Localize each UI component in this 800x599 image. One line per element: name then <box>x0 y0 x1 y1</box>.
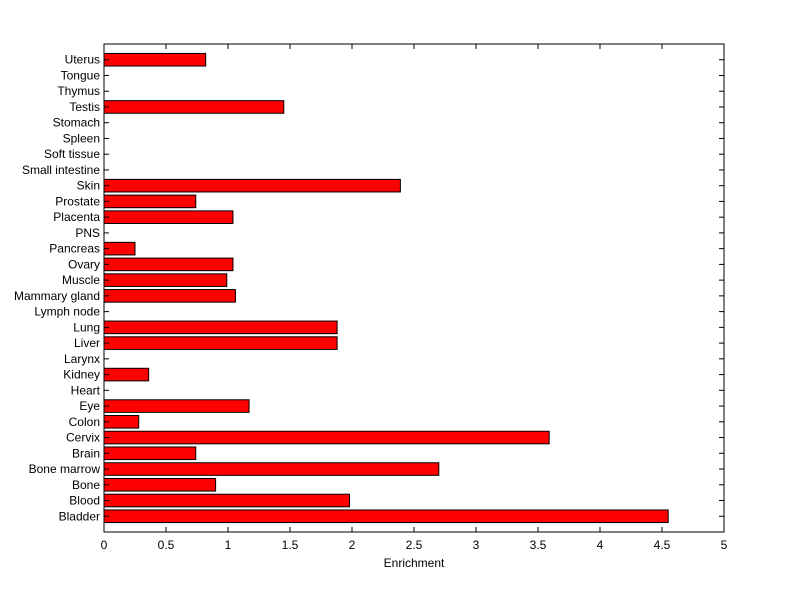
bar-eye <box>103 399 250 413</box>
y-tick-label: Small intestine <box>22 163 100 177</box>
x-tick-label: 3 <box>473 538 480 552</box>
y-tick-label: Prostate <box>55 194 100 208</box>
x-tick-label: 5 <box>721 538 728 552</box>
x-tick-label: 0.5 <box>158 538 175 552</box>
y-tick-label: Ovary <box>68 257 100 271</box>
x-tick-label: 0 <box>101 538 108 552</box>
y-tick-label: Bone marrow <box>29 462 101 476</box>
bar-kidney <box>103 367 150 382</box>
bar-bone-marrow <box>103 462 440 476</box>
y-tick-label: Brain <box>72 446 100 460</box>
bar-uterus <box>103 52 207 67</box>
bar-cervix <box>103 430 550 445</box>
bar-placenta <box>103 210 234 224</box>
x-tick-label: 4 <box>597 538 604 552</box>
y-tick-label: Lung <box>73 320 100 334</box>
y-tick-label: Skin <box>77 179 100 193</box>
y-tick-label: Kidney <box>63 368 100 382</box>
bar-testis <box>103 100 285 114</box>
x-tick-label: 3.5 <box>530 538 547 552</box>
y-tick-label: Colon <box>69 415 100 429</box>
y-tick-label: Lymph node <box>34 305 100 319</box>
y-tick-label: Larynx <box>64 352 100 366</box>
x-axis-ticks: 0 0.5 1 1.5 2 2.5 3 3.5 4 4.5 5 <box>101 44 728 552</box>
x-axis-label: Enrichment <box>384 556 445 570</box>
bar-blood <box>103 493 351 508</box>
bar-muscle <box>103 273 228 287</box>
bar-lung <box>103 320 338 335</box>
y-tick-label: Liver <box>74 336 100 350</box>
bars-group <box>103 52 669 524</box>
x-tick-label: 2.5 <box>406 538 423 552</box>
bar-brain <box>103 446 197 461</box>
y-tick-label: Testis <box>69 100 100 114</box>
y-tick-label: Eye <box>79 399 100 413</box>
y-tick-label: Stomach <box>53 116 100 130</box>
x-tick-label: 1 <box>225 538 232 552</box>
y-tick-label: Bone <box>72 478 100 492</box>
y-tick-label: Pancreas <box>49 242 100 256</box>
y-tick-label: PNS <box>75 226 100 240</box>
y-tick-label: Thymus <box>57 84 100 98</box>
y-tick-label: Spleen <box>63 131 100 145</box>
bar-skin <box>103 178 401 193</box>
bar-prostate <box>103 194 197 209</box>
y-tick-label: Tongue <box>61 68 101 82</box>
y-tick-label: Soft tissue <box>44 147 100 161</box>
plot-area-frame <box>103 43 725 533</box>
y-tick-label: Cervix <box>66 431 100 445</box>
y-tick-label: Heart <box>71 383 101 397</box>
x-tick-label: 4.5 <box>654 538 671 552</box>
bar-liver <box>103 336 338 350</box>
y-tick-label: Muscle <box>62 273 100 287</box>
x-tick-label: 2 <box>349 538 356 552</box>
bar-mammary-gland <box>103 289 236 303</box>
x-tick-label: 1.5 <box>282 538 299 552</box>
bar-bladder <box>103 509 669 524</box>
bar-bone <box>103 477 217 492</box>
y-tick-label: Blood <box>69 494 100 508</box>
y-tick-label: Placenta <box>53 210 100 224</box>
y-tick-label: Mammary gland <box>14 289 100 303</box>
bar-ovary <box>103 257 234 272</box>
y-tick-label: Uterus <box>65 53 100 67</box>
bar-colon <box>103 415 140 429</box>
y-tick-label: Bladder <box>59 509 100 523</box>
